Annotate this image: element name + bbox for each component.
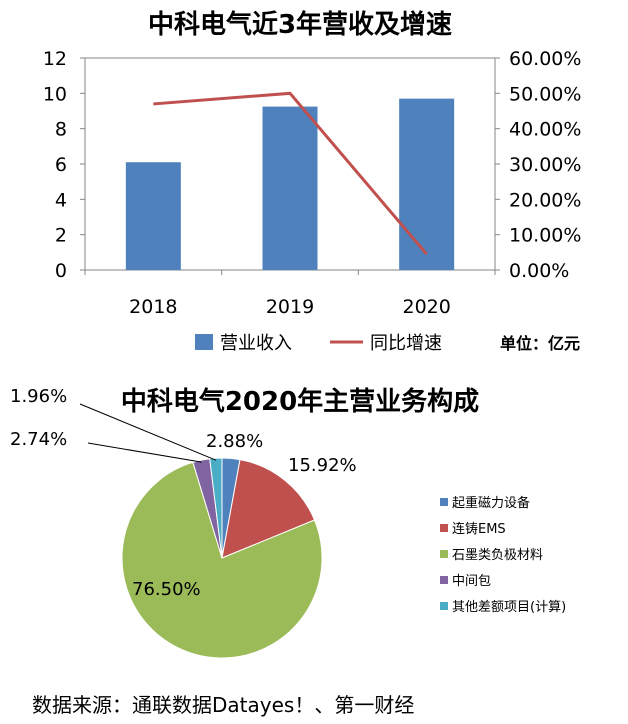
pie-legend-label: 其他差额项目(计算) — [452, 600, 566, 615]
bar-chart-title: 中科电气近3年营收及增速 — [148, 9, 452, 40]
pie-legend-label: 石墨类负极材料 — [452, 548, 543, 563]
pie-chart-title: 中科电气2020年主营业务构成 — [121, 386, 479, 417]
pie-slice — [209, 457, 223, 559]
pie-legend-swatch — [440, 498, 448, 506]
y-axis-left-ticks: 0 2 4 6 8 10 12 — [43, 48, 85, 282]
bar-chart-legend: 营业收入 同比增速 单位：亿元 — [195, 333, 580, 354]
pie-legend-swatch — [440, 550, 448, 558]
pie-legend-label: 起重磁力设备 — [452, 495, 530, 511]
revenue-bar — [125, 162, 181, 270]
y-left-tick-label: 4 — [55, 189, 67, 211]
pie-layer — [121, 457, 323, 659]
pie-percent-label: 1.96% — [10, 386, 67, 407]
y-right-tick-label: 10.00% — [509, 225, 581, 247]
pie-percent-label: 76.50% — [132, 579, 201, 600]
revenue-bar — [399, 98, 455, 270]
source-note: 数据来源：通联数据Datayes！、第一财经 — [32, 693, 414, 717]
revenue-bar — [262, 106, 318, 270]
y-left-tick-label: 0 — [55, 260, 67, 282]
pie-percent-label: 15.92% — [288, 455, 357, 476]
y-right-tick-label: 40.00% — [509, 119, 581, 141]
y-left-tick-label: 6 — [55, 154, 67, 176]
x-tick-label: 2019 — [266, 296, 314, 318]
x-tick-label: 2018 — [129, 296, 177, 318]
pie-legend-label: 连铸EMS — [452, 521, 506, 537]
unit-label: 单位：亿元 — [500, 334, 580, 353]
legend-label-growth: 同比增速 — [370, 333, 442, 354]
y-right-tick-label: 50.00% — [509, 83, 581, 105]
y-right-tick-label: 20.00% — [509, 189, 581, 211]
pie-slice — [221, 459, 316, 559]
pie-leader-line — [79, 403, 217, 461]
y-axis-right-ticks: 0.00% 10.00% 20.00% 30.00% 40.00% 50.00% 60.00… — [495, 48, 581, 282]
pie-labels: 2.88% 15.92% 76.50% 2.74% 1.96% — [10, 386, 357, 600]
x-axis-ticks: 2018 2019 2020 — [84, 270, 496, 318]
growth-line — [153, 91, 428, 256]
pie-percent-label: 2.88% — [206, 431, 263, 452]
pie-legend-swatch — [440, 602, 448, 610]
bar-layer — [125, 98, 455, 270]
pie-legend-swatch — [440, 524, 448, 532]
y-left-tick-label: 10 — [43, 83, 67, 105]
y-left-tick-label: 8 — [55, 119, 67, 141]
pie-leader-line — [87, 442, 202, 463]
y-left-tick-label: 2 — [55, 225, 67, 247]
x-tick-label: 2020 — [402, 296, 450, 318]
pie-legend-swatch — [440, 576, 448, 584]
growth-line-layer — [153, 91, 428, 256]
legend-swatch-revenue — [195, 334, 213, 350]
y-right-tick-label: 60.00% — [509, 48, 581, 70]
y-left-tick-label: 12 — [43, 48, 67, 70]
pie-percent-label: 2.74% — [10, 429, 67, 450]
pie-slice — [121, 461, 323, 659]
y-right-tick-label: 30.00% — [509, 154, 581, 176]
y-right-tick-label: 0.00% — [509, 260, 569, 282]
legend-label-revenue: 营业收入 — [220, 333, 292, 354]
pie-legend-label: 中间包 — [452, 574, 491, 589]
